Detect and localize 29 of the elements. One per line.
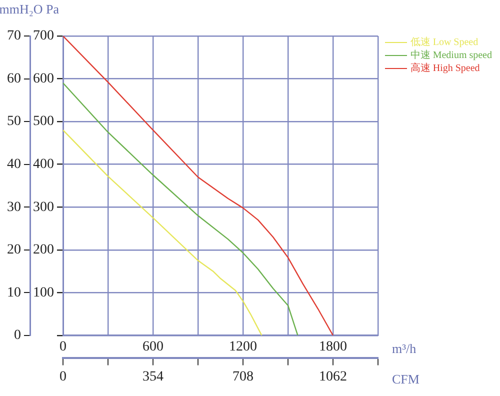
y-tick-label: 700: [33, 28, 54, 44]
x2-tick-label: 354: [142, 369, 164, 384]
y2-tick-label: 0: [14, 328, 21, 344]
x2-tick-label: 1062: [319, 369, 347, 384]
y2-tick-label: 10: [7, 285, 21, 300]
x-tick-label: 0: [60, 339, 66, 354]
y2-tick-label: 20: [7, 242, 21, 258]
x2-tick-label: 708: [232, 369, 254, 384]
x-tick-label: 600: [142, 339, 164, 354]
y-tick-label: 100: [33, 285, 54, 300]
legend-label: 高速 High Speed: [410, 62, 480, 75]
y-tick-label: 200: [33, 242, 54, 258]
y-axis-title: Pa: [46, 1, 60, 16]
x-axis-title: m³/h: [392, 340, 417, 356]
x-tick-label: 1800: [319, 339, 347, 354]
x2-tick-label: 0: [60, 369, 66, 384]
y2-tick-label: 50: [7, 114, 21, 130]
x-tick-label: 1200: [229, 339, 257, 354]
x2-axis-title: CFM: [392, 371, 420, 386]
y2-tick-label: 70: [7, 28, 21, 44]
legend-label: 低速 Low Speed: [410, 36, 478, 49]
y2-tick-label: 30: [7, 200, 21, 215]
y-tick-label: 500: [33, 114, 54, 130]
legend-label: 中速 Medium speed: [410, 49, 492, 62]
y2-tick-label: 60: [7, 71, 21, 86]
y-tick-label: 300: [33, 200, 54, 215]
y2-tick-label: 40: [7, 156, 21, 172]
y-tick-label: 400: [33, 156, 54, 172]
y-tick-label: 600: [33, 71, 54, 86]
